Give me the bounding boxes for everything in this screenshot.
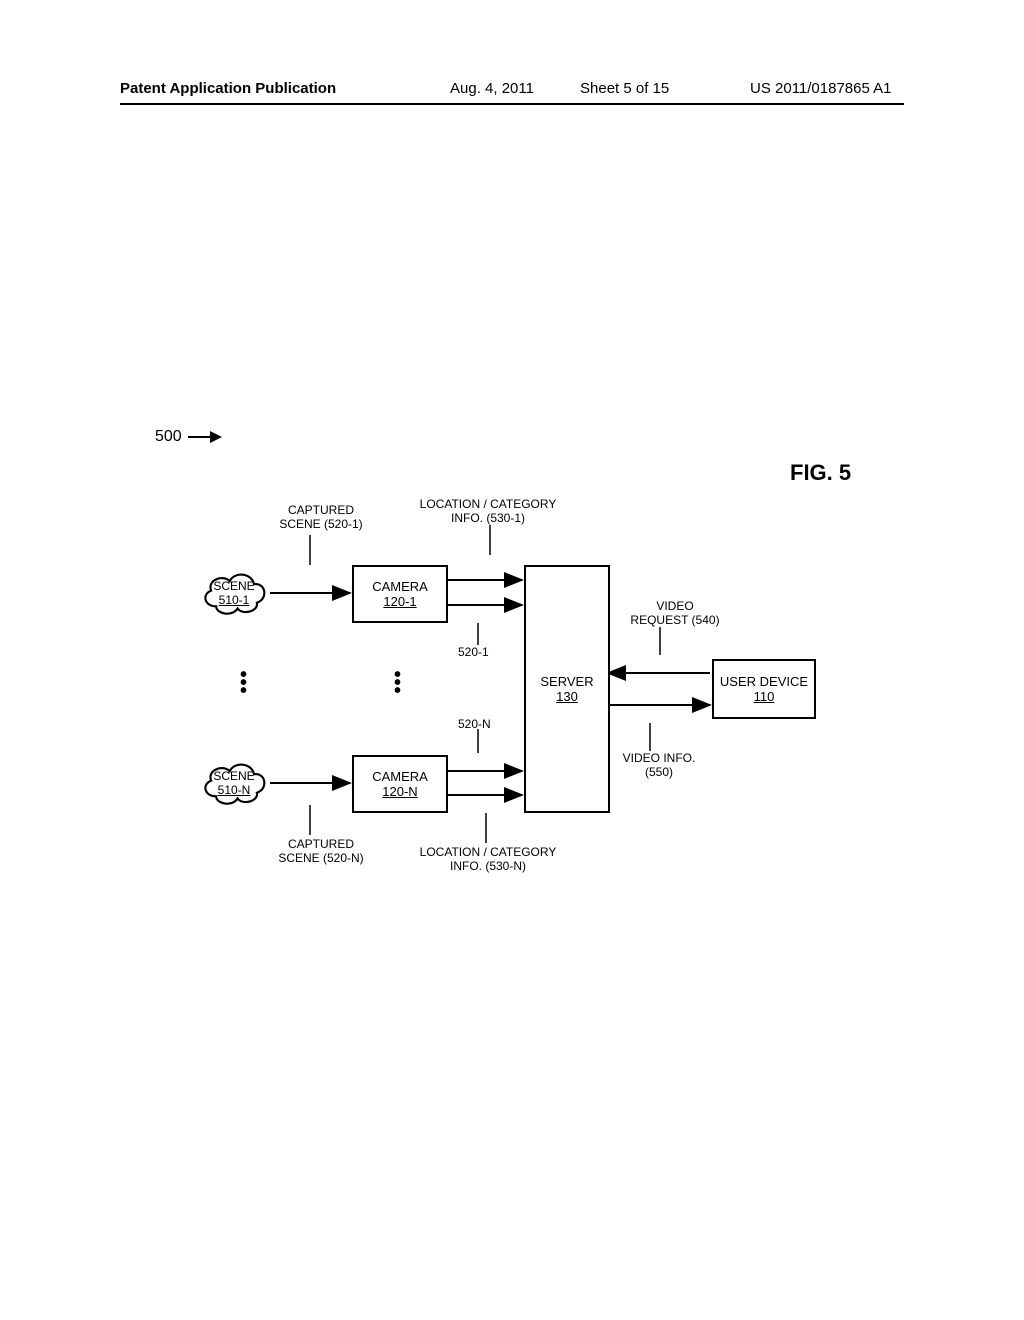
ref-500-text: 500 xyxy=(155,428,182,445)
diagram: SCENE 510-1 SCENE 510-N CAMERA 120-1 CAM… xyxy=(190,495,830,895)
loc-cat-1-label: LOCATION / CATEGORY INFO. (530-1) xyxy=(408,497,568,526)
camera-1-box: CAMERA 120-1 xyxy=(352,565,448,623)
loc-cat-n-label: LOCATION / CATEGORY INFO. (530-N) xyxy=(408,845,568,874)
patent-header: Patent Application Publication Aug. 4, 2… xyxy=(120,80,904,105)
vdots-scenes: ••• xyxy=(240,671,247,695)
user-device-title: USER DEVICE xyxy=(720,674,808,689)
ref-arrow-icon xyxy=(186,429,226,445)
scene-n-label: SCENE 510-N xyxy=(198,769,270,797)
camera-1-title: CAMERA xyxy=(372,579,428,594)
video-request-text: VIDEO REQUEST (540) xyxy=(630,599,719,627)
captured-scene-1-label: CAPTURED SCENE (520-1) xyxy=(266,503,376,532)
server-title: SERVER xyxy=(540,674,593,689)
publication-text: Patent Application Publication xyxy=(120,80,336,97)
figure-label: FIG. 5 xyxy=(790,460,851,486)
c520-1-label: 520-1 xyxy=(458,645,489,659)
captured-scene-n-text: CAPTURED SCENE (520-N) xyxy=(278,837,363,865)
date-text: Aug. 4, 2011 xyxy=(450,80,534,97)
sheet-text: Sheet 5 of 15 xyxy=(580,80,669,97)
ref-500: 500 xyxy=(155,428,226,446)
vdots-cameras: ••• xyxy=(394,671,401,695)
captured-scene-1-text: CAPTURED SCENE (520-1) xyxy=(279,503,362,531)
scene-n-sub: 510-N xyxy=(198,783,270,797)
loc-cat-n-text: LOCATION / CATEGORY INFO. (530-N) xyxy=(420,845,557,873)
loc-cat-1-text: LOCATION / CATEGORY INFO. (530-1) xyxy=(420,497,557,525)
scene-n-title: SCENE xyxy=(198,769,270,783)
video-info-text: VIDEO INFO. (550) xyxy=(623,751,696,779)
server-sub: 130 xyxy=(556,689,578,704)
user-device-box: USER DEVICE 110 xyxy=(712,659,816,719)
c520-n-label: 520-N xyxy=(458,717,491,731)
patent-number: US 2011/0187865 A1 xyxy=(750,80,892,97)
camera-n-sub: 120-N xyxy=(382,784,417,799)
video-request-label: VIDEO REQUEST (540) xyxy=(620,599,730,628)
server-box: SERVER 130 xyxy=(524,565,610,813)
captured-scene-n-label: CAPTURED SCENE (520-N) xyxy=(266,837,376,866)
camera-n-title: CAMERA xyxy=(372,769,428,784)
scene-1-label: SCENE 510-1 xyxy=(198,579,270,607)
camera-n-box: CAMERA 120-N xyxy=(352,755,448,813)
scene-1-title: SCENE xyxy=(198,579,270,593)
video-info-label: VIDEO INFO. (550) xyxy=(614,751,704,780)
camera-1-sub: 120-1 xyxy=(383,594,416,609)
user-device-sub: 110 xyxy=(754,689,775,704)
scene-1-sub: 510-1 xyxy=(198,593,270,607)
